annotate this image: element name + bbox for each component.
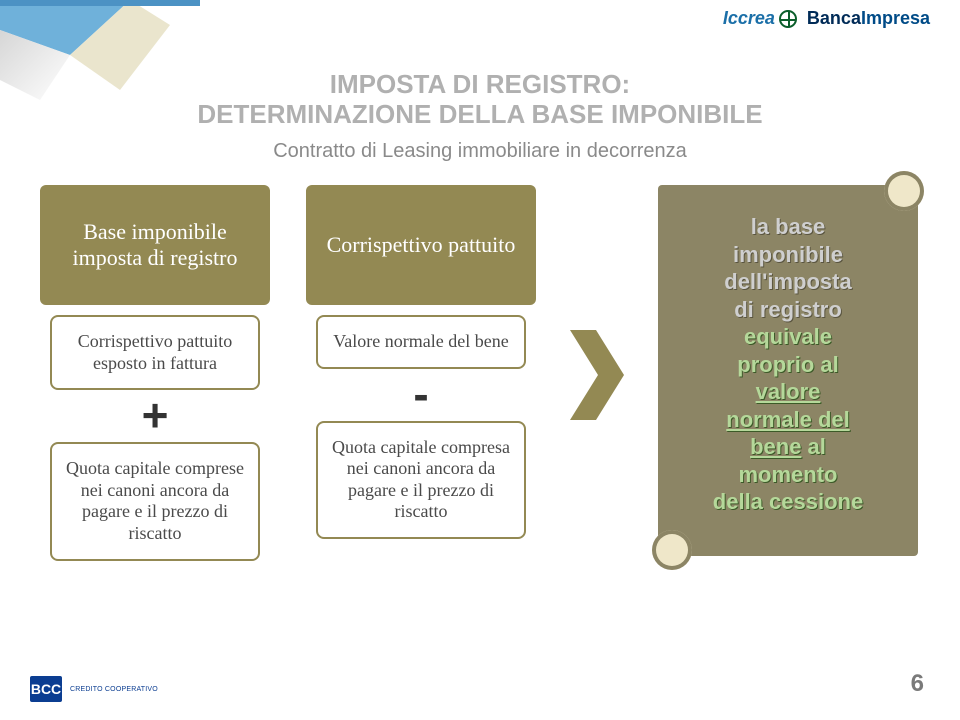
slide-title: IMPOSTA DI REGISTRO: DETERMINAZIONE DELL…	[0, 70, 960, 130]
column-corrispettivo: Corrispettivo pattuito Valore normale de…	[296, 185, 546, 539]
minus-icon: -	[413, 371, 428, 417]
footer-logo-bcc: BCC CREDITO COOPERATIVO	[30, 676, 158, 702]
brand-logos: Iccrea BancaImpresa	[723, 8, 930, 29]
arrow-column	[562, 185, 632, 565]
chevron-right-icon	[562, 320, 632, 430]
slide-subtitle: Contratto di Leasing immobiliare in deco…	[0, 140, 960, 163]
page-number: 6	[911, 670, 924, 698]
col-a-item2: Quota capitale comprese nei canoni ancor…	[50, 442, 260, 560]
col-a-head: Base imponibile imposta di registro	[40, 185, 270, 305]
col-b-item1: Valore normale del bene	[316, 315, 526, 369]
logo-banca-a: Banca	[807, 8, 861, 28]
col-b-item2: Quota capitale compresa nei canoni ancor…	[316, 421, 526, 539]
bcc-logo-sub: CREDITO COOPERATIVO	[70, 686, 158, 693]
plus-icon: +	[142, 392, 169, 438]
logo-banca-b: Impresa	[861, 8, 930, 28]
logo-iccrea: Iccrea	[723, 8, 797, 29]
conclusion-text: la baseimponibiledell'impostadi registro…	[676, 213, 900, 516]
bcc-logo-mark: BCC	[30, 676, 62, 702]
logo-bancaimpresa: BancaImpresa	[807, 8, 930, 29]
column-base-imponibile: Base imponibile imposta di registro Corr…	[30, 185, 280, 561]
title-line2: DETERMINAZIONE DELLA BASE IMPONIBILE	[0, 100, 960, 130]
col-a-item1: Corrispettivo pattuito esposto in fattur…	[50, 315, 260, 390]
conclusion-scroll-panel: la baseimponibiledell'impostadi registro…	[658, 185, 918, 556]
col-b-head: Corrispettivo pattuito	[306, 185, 536, 305]
gear-icon	[779, 10, 797, 28]
title-line1: IMPOSTA DI REGISTRO:	[0, 70, 960, 100]
logo-iccrea-text: Iccrea	[723, 8, 775, 29]
diagram-columns: Base imponibile imposta di registro Corr…	[30, 185, 930, 615]
conclusion-column: la baseimponibiledell'impostadi registro…	[648, 185, 928, 556]
